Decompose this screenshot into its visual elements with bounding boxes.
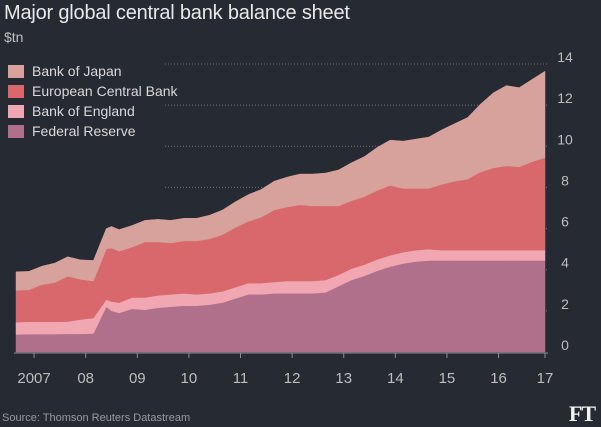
legend-label-european-central-bank: European Central Bank	[32, 83, 178, 99]
legend-item-european-central-bank: European Central Bank	[8, 81, 178, 101]
y-tick-label: 14	[557, 49, 573, 65]
x-tick-label: 10	[181, 370, 198, 387]
legend-swatch-bank-of-japan	[8, 64, 24, 78]
area-bank-of-japan	[15, 70, 546, 291]
x-tick-label: 09	[129, 370, 146, 387]
legend-label-bank-of-england: Bank of England	[32, 103, 135, 119]
y-tick-label: 12	[557, 90, 573, 106]
legend-item-federal-reserve: Federal Reserve	[8, 121, 178, 141]
x-tick-label: 11	[233, 370, 249, 387]
x-tick-label: 2007	[17, 370, 50, 387]
y-tick-label: 10	[557, 131, 573, 147]
x-tick-label: 14	[387, 370, 404, 387]
x-tick-label: 16	[490, 370, 507, 387]
legend-label-federal-reserve: Federal Reserve	[32, 123, 136, 139]
y-tick-label: 8	[561, 172, 569, 188]
legend-label-bank-of-japan: Bank of Japan	[32, 63, 122, 79]
legend: Bank of Japan European Central Bank Bank…	[8, 61, 178, 141]
legend-item-bank-of-england: Bank of England	[8, 101, 178, 121]
ft-logo: FT	[568, 401, 596, 426]
x-tick-label: 13	[335, 370, 352, 387]
source-note: Source: Thomson Reuters Datastream	[2, 412, 191, 424]
legend-swatch-federal-reserve	[8, 124, 24, 138]
legend-item-bank-of-japan: Bank of Japan	[8, 61, 178, 81]
chart-subtitle: $tn	[4, 29, 24, 45]
y-tick-label: 2	[561, 296, 569, 312]
x-tick-label: 17	[537, 370, 554, 387]
legend-swatch-european-central-bank	[8, 84, 24, 98]
x-tick-label: 12	[284, 370, 301, 387]
y-tick-label: 0	[561, 337, 569, 353]
x-tick-label: 08	[77, 370, 94, 387]
x-tick-label: 15	[439, 370, 456, 387]
y-tick-label: 6	[561, 214, 569, 230]
chart-title: Major global central bank balance sheet	[4, 2, 350, 24]
y-tick-label: 4	[561, 255, 569, 271]
legend-swatch-bank-of-england	[8, 104, 24, 118]
